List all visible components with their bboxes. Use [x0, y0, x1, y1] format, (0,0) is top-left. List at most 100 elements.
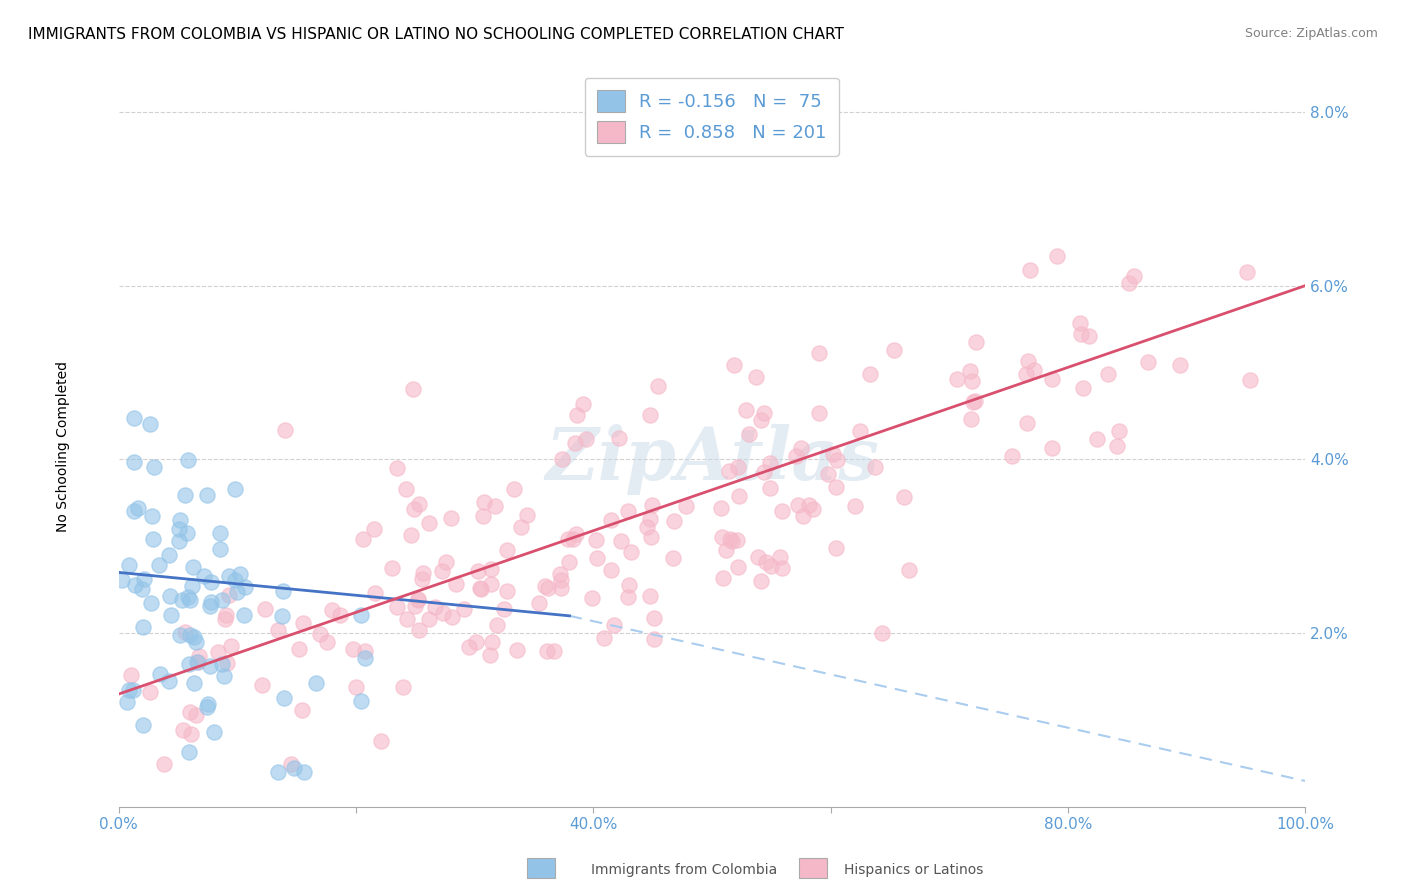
Point — [157, 673, 180, 688]
Point — [870, 626, 893, 640]
Point — [179, 705, 201, 719]
Point — [470, 582, 492, 596]
Point — [188, 649, 211, 664]
Point — [481, 634, 503, 648]
Point — [197, 697, 219, 711]
Point — [349, 607, 371, 622]
Point — [309, 626, 332, 640]
Point — [965, 334, 987, 349]
Point — [817, 467, 839, 481]
Point — [214, 612, 236, 626]
Point — [485, 618, 508, 632]
Point — [849, 425, 872, 439]
Point — [354, 644, 377, 658]
Point — [117, 695, 139, 709]
Text: ZipAtlas: ZipAtlas — [546, 425, 879, 495]
Point — [711, 571, 734, 585]
Point — [132, 620, 155, 634]
Point — [283, 761, 305, 775]
Text: Immigrants from Colombia: Immigrants from Colombia — [591, 863, 776, 877]
Point — [209, 526, 232, 541]
Point — [228, 566, 250, 581]
Point — [159, 589, 181, 603]
Point — [617, 578, 640, 592]
Point — [617, 504, 640, 518]
Point — [492, 601, 515, 615]
Point — [572, 397, 595, 411]
Point — [959, 364, 981, 378]
Point — [179, 592, 201, 607]
Point — [1239, 373, 1261, 387]
Text: Source: ZipAtlas.com: Source: ZipAtlas.com — [1244, 27, 1378, 40]
Point — [1014, 368, 1036, 382]
Point — [792, 509, 814, 524]
Point — [548, 566, 571, 581]
Point — [1071, 381, 1094, 395]
Text: IMMIGRANTS FROM COLOMBIA VS HISPANIC OR LATINO NO SCHOOLING COMPLETED CORRELATIO: IMMIGRANTS FROM COLOMBIA VS HISPANIC OR … — [28, 27, 844, 42]
Point — [710, 530, 733, 544]
Point — [643, 632, 665, 646]
Point — [723, 358, 745, 372]
Point — [643, 611, 665, 625]
Point — [759, 481, 782, 495]
Point — [321, 603, 343, 617]
Point — [465, 635, 488, 649]
Point — [183, 630, 205, 644]
Point — [963, 394, 986, 409]
Point — [1040, 372, 1063, 386]
Point — [267, 624, 290, 638]
Point — [752, 406, 775, 420]
Point — [479, 577, 502, 591]
Point — [177, 744, 200, 758]
Point — [755, 555, 778, 569]
Point — [200, 574, 222, 589]
Point — [600, 564, 623, 578]
Point — [174, 625, 197, 640]
Point — [567, 409, 589, 423]
Point — [200, 595, 222, 609]
Point — [801, 502, 824, 516]
Point — [200, 659, 222, 673]
Point — [444, 577, 467, 591]
Point — [787, 499, 810, 513]
Point — [131, 718, 153, 732]
Point — [346, 681, 368, 695]
Point — [226, 585, 249, 599]
Point — [1168, 358, 1191, 372]
Point — [725, 533, 748, 548]
Point — [169, 628, 191, 642]
Point — [749, 412, 772, 426]
Point — [181, 579, 204, 593]
Point — [406, 592, 429, 607]
Point — [640, 530, 662, 544]
Point — [946, 372, 969, 386]
Point — [350, 694, 373, 708]
Point — [177, 453, 200, 467]
Point — [195, 700, 218, 714]
Point — [440, 511, 463, 525]
Point — [120, 667, 142, 681]
Point — [710, 500, 733, 515]
Point — [647, 379, 669, 393]
Point — [516, 508, 538, 523]
Point — [752, 465, 775, 479]
Point — [174, 488, 197, 502]
Point — [117, 682, 139, 697]
Point — [122, 683, 145, 698]
Point — [714, 542, 737, 557]
Point — [111, 574, 134, 588]
Point — [1118, 276, 1140, 290]
Point — [202, 725, 225, 739]
Point — [510, 519, 533, 533]
Point — [224, 574, 246, 588]
Point — [402, 382, 425, 396]
Point — [273, 583, 295, 598]
Point — [186, 708, 208, 723]
Point — [641, 498, 664, 512]
Point — [1017, 416, 1039, 430]
Point — [186, 656, 208, 670]
Point — [408, 623, 430, 637]
Point — [585, 533, 607, 547]
Point — [169, 513, 191, 527]
Point — [212, 669, 235, 683]
